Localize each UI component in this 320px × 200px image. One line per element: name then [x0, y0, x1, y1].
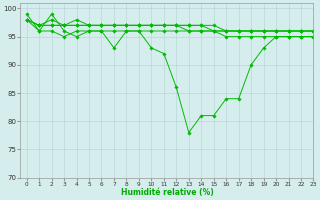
- X-axis label: Humidité relative (%): Humidité relative (%): [121, 188, 213, 197]
